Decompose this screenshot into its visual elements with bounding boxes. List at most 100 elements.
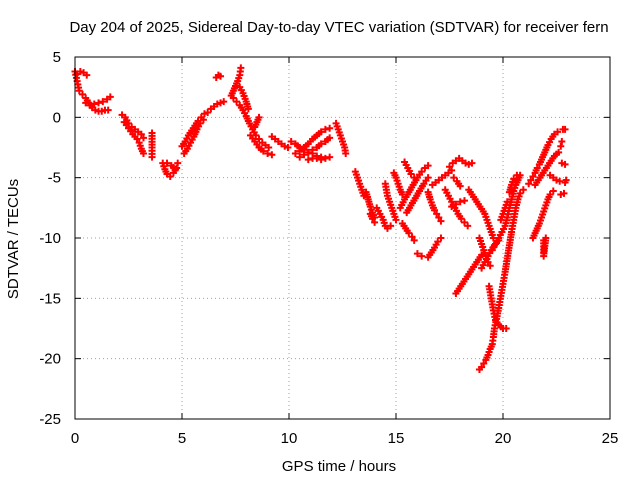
data-point [418,252,426,260]
data-point [557,142,565,150]
y-tick-label: 0 [53,109,61,126]
data-point [510,175,518,183]
data-point [410,236,418,244]
data-point [448,203,456,211]
data-point [342,150,350,158]
data-point [106,93,114,101]
data-point [424,174,432,182]
data-point [199,116,207,124]
data-point [437,234,445,242]
data-point [486,262,494,270]
x-tick-label: 0 [71,430,79,447]
data-point [148,153,156,161]
x-tick-label: 10 [281,430,298,447]
data-point [304,156,312,164]
data-point [478,363,486,371]
data-point [317,156,325,164]
x-tick-label: 15 [388,430,405,447]
data-point [435,213,443,221]
data-point [513,171,521,179]
data-point [326,124,334,132]
data-point [220,98,228,106]
data-point [75,87,83,95]
data-point [495,236,503,244]
data-point [265,144,273,151]
data-point [424,162,432,170]
data-points [71,64,570,374]
x-axis-label: GPS time / hours [282,458,396,475]
data-point [291,150,299,158]
data-point [456,198,464,206]
data-point [90,100,98,108]
x-tick-label: 20 [495,430,512,447]
data-point [287,137,295,145]
data-point [405,229,413,237]
data-point [137,130,145,138]
data-point [549,187,557,195]
data-point [554,128,562,136]
data-point [196,119,204,127]
data-point [433,210,441,218]
data-point [448,166,456,174]
y-tick-label: -5 [48,170,61,187]
data-point [255,135,263,143]
data-point [204,109,212,117]
data-point [450,174,458,182]
data-point [133,135,141,143]
y-tick-label: 5 [53,49,61,66]
data-point [255,113,263,121]
data-point [431,206,439,214]
data-point [268,151,276,159]
data-point [457,215,465,223]
data-point [562,176,570,184]
data-point [392,216,400,224]
data-point [99,98,107,106]
data-point [460,197,468,205]
y-tick-label: -10 [39,230,61,247]
data-point [452,200,460,208]
data-point [317,140,325,148]
data-point [163,159,171,167]
data-point [542,234,550,242]
y-axis-label: SDTVAR / TECUs [5,179,22,299]
data-point [237,64,245,72]
data-point [519,186,527,194]
data-point [139,150,147,158]
data-point [217,72,225,80]
data-point [556,177,564,185]
data-point [525,180,533,188]
data-point [437,217,445,225]
data-point [264,150,272,158]
data-point [418,168,426,176]
data-point [321,154,329,162]
data-point [434,238,442,246]
data-point [460,218,468,226]
data-point [468,159,476,167]
data-point [78,90,86,98]
data-point [529,172,537,180]
data-point [480,359,488,367]
data-point [83,71,91,79]
data-point [259,147,267,155]
data-point [313,154,321,162]
data-point [104,106,112,114]
data-point [560,189,568,197]
data-point [464,222,472,230]
data-point [82,99,90,107]
data-point [284,144,292,151]
data-point [561,160,569,168]
data-point [309,146,317,154]
data-point [387,222,395,230]
y-tick-label: -25 [39,411,61,428]
data-point [516,189,524,197]
data-point [546,191,554,199]
x-tick-labels: 0 5 10 15 20 25 [71,430,619,447]
data-point [555,148,563,156]
data-point [503,198,511,206]
grid [75,57,610,419]
data-point [326,153,334,161]
data-point [408,233,416,241]
data-point [304,148,312,156]
data-point [172,165,180,173]
